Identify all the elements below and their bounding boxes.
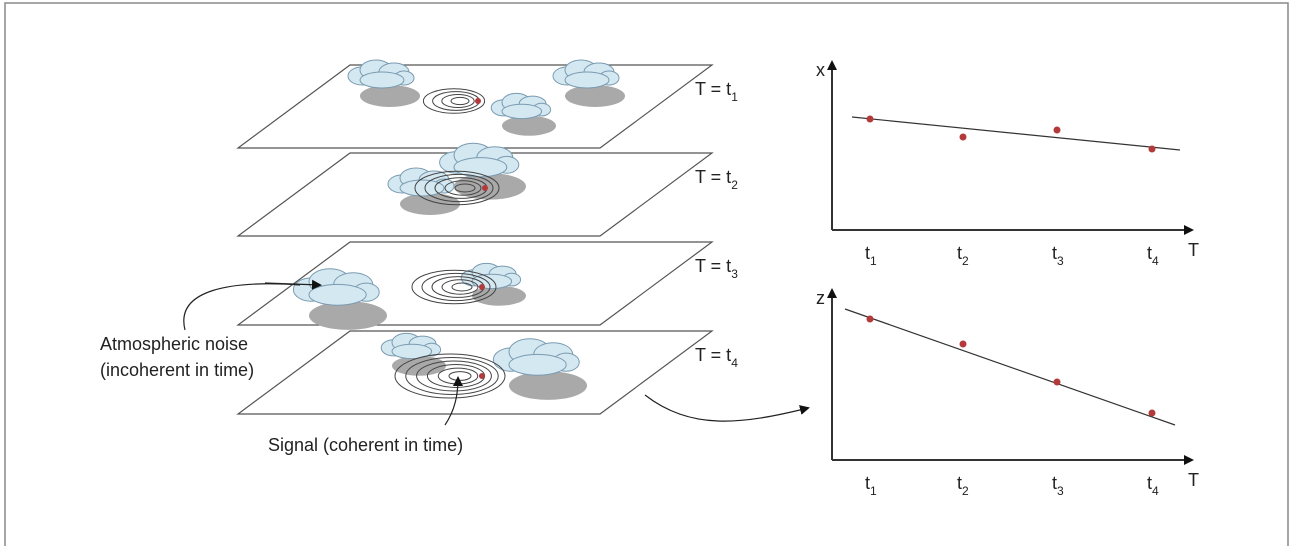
- tick-label-sub: 1: [870, 254, 877, 268]
- signal-label: Signal (coherent in time): [268, 435, 463, 455]
- tick-label-sub: 4: [1152, 484, 1159, 498]
- layer: T = t4: [238, 331, 738, 414]
- signal-point: [482, 185, 488, 191]
- plot: z Tt1 t2 t3 t4: [816, 288, 1199, 498]
- point: [960, 134, 967, 141]
- tick-label: t4: [1147, 243, 1159, 268]
- layer-label-sub: 3: [731, 267, 738, 281]
- cloud-shadow: [400, 193, 460, 215]
- x-axis-label: T: [1188, 470, 1199, 490]
- cloud-shadow: [509, 371, 587, 400]
- cloud-puff: [309, 284, 366, 305]
- point: [960, 341, 967, 348]
- tick-label-sub: 2: [962, 254, 969, 268]
- plots: x Tt1 t2 t3 t4 z Tt1 t2 t3 t4: [816, 60, 1199, 498]
- diagram: T = t1T = t2T = t3T = t4 xTt1t2t3t4zTt1t…: [0, 0, 1293, 546]
- tick-label: t1: [865, 243, 877, 268]
- layer: T = t1: [238, 60, 738, 148]
- cloud-shadow: [392, 356, 446, 376]
- tick-label: t1: [865, 473, 877, 498]
- cloud-shadow: [360, 85, 420, 107]
- y-axis-label: z: [816, 288, 825, 308]
- point: [1149, 410, 1156, 417]
- cloud-shadow: [565, 85, 625, 107]
- plot: x Tt1 t2 t3 t4: [816, 60, 1199, 268]
- noise-label: (incoherent in time): [100, 360, 254, 380]
- transition-arrow: [645, 395, 808, 421]
- cloud-puff: [565, 72, 609, 88]
- layer: T = t2: [238, 143, 738, 236]
- tick-label: t2: [957, 243, 969, 268]
- layer-label-main: T = t: [695, 345, 731, 365]
- noise-label: Atmospheric noise: [100, 334, 248, 354]
- layer-label-sub: 1: [731, 90, 738, 104]
- point: [867, 316, 874, 323]
- cloud-puff: [360, 72, 404, 88]
- cloud-puff: [502, 104, 542, 118]
- tick-label: t3: [1052, 473, 1064, 498]
- layer-stack: T = t1T = t2T = t3T = t4: [238, 60, 738, 414]
- tick-label-sub: 4: [1152, 254, 1159, 268]
- layer-label-main: T = t: [695, 256, 731, 276]
- layer-label: T = t4: [695, 345, 738, 370]
- tick-label-sub: 1: [870, 484, 877, 498]
- cloud: [553, 60, 619, 88]
- layer-label: T = t2: [695, 167, 738, 192]
- tick-label: t4: [1147, 473, 1159, 498]
- signal-point: [479, 284, 485, 290]
- cloud-puff: [509, 354, 566, 375]
- tick-label: t3: [1052, 243, 1064, 268]
- point: [1054, 379, 1061, 386]
- tick-label-sub: 3: [1057, 254, 1064, 268]
- layer-label-main: T = t: [695, 167, 731, 187]
- layer-label-sub: 4: [731, 356, 738, 370]
- layer-label: T = t3: [695, 256, 738, 281]
- tick-label: t2: [957, 473, 969, 498]
- signal-point: [475, 98, 481, 104]
- signal-point: [479, 373, 485, 379]
- cloud-puff: [400, 180, 444, 196]
- trend-line: [845, 309, 1175, 425]
- tick-label-sub: 2: [962, 484, 969, 498]
- x-axis-label: T: [1188, 240, 1199, 260]
- cloud-shadow: [309, 301, 387, 330]
- point: [1054, 127, 1061, 134]
- trend-line: [852, 117, 1180, 150]
- tick-label-sub: 3: [1057, 484, 1064, 498]
- layer-label-sub: 2: [731, 178, 738, 192]
- layer-label-main: T = t: [695, 79, 731, 99]
- cloud: [348, 60, 414, 88]
- layer-label: T = t1: [695, 79, 738, 104]
- layer: T = t3: [238, 242, 738, 330]
- y-axis-label: x: [816, 60, 825, 80]
- cloud-shadow: [502, 116, 556, 136]
- point: [867, 116, 874, 123]
- point: [1149, 146, 1156, 153]
